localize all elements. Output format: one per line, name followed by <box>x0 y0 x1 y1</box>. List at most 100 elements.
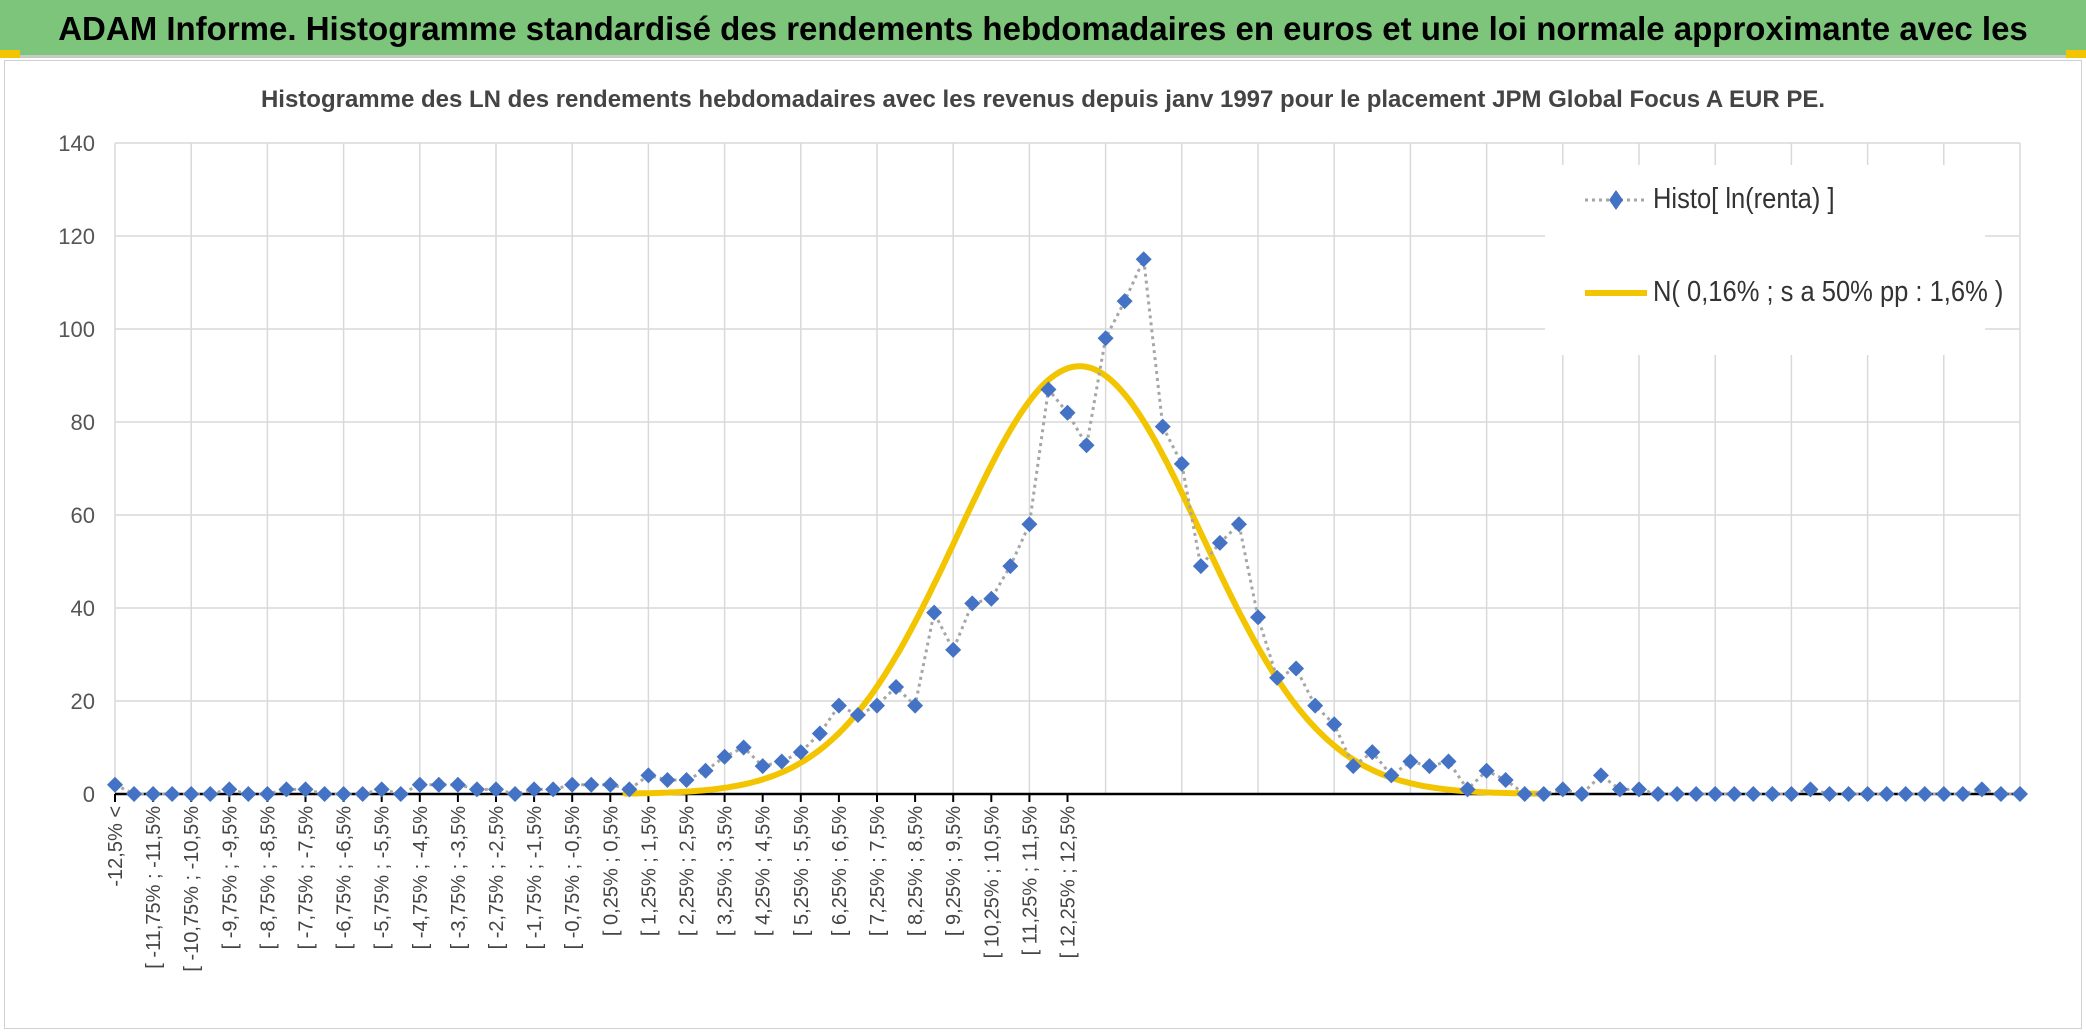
histogram-point <box>1669 786 1686 802</box>
histogram-point <box>1078 437 1095 454</box>
histogram-point <box>1402 753 1419 770</box>
x-tick-label: [ 2,25% ; 2,5% <box>677 806 699 936</box>
x-tick-label: [ -4,75% ; -4,5% <box>410 806 432 950</box>
histogram-point <box>1021 516 1038 533</box>
x-tick-label: [ -1,75% ; -1,5% <box>524 806 546 950</box>
histogram-point <box>1211 534 1228 551</box>
y-tick-label: 80 <box>71 410 95 435</box>
histogram-point <box>126 786 143 802</box>
histogram-point <box>1745 786 1762 802</box>
histogram-point <box>1897 786 1914 802</box>
histogram-point <box>278 781 295 798</box>
histogram-point <box>468 781 485 798</box>
banner-corner-left <box>0 50 20 58</box>
histogram-point <box>697 762 714 779</box>
histogram-point <box>1173 455 1190 472</box>
histogram-point <box>1611 781 1628 798</box>
histogram-point <box>792 744 809 761</box>
histogram-point <box>1497 772 1514 789</box>
x-tick-label: [ 7,25% ; 7,5% <box>867 806 889 936</box>
histogram-point <box>373 781 390 798</box>
x-tick-label: [ -5,75% ; -5,5% <box>372 806 394 950</box>
histogram-point <box>1916 786 1933 802</box>
histogram-point <box>1097 330 1114 347</box>
histogram-point <box>545 781 562 798</box>
histogram-point <box>1859 786 1876 802</box>
histogram-point <box>1707 786 1724 802</box>
histogram-point <box>1954 786 1971 802</box>
x-tick-label: [ -0,75% ; -0,5% <box>562 806 584 950</box>
y-tick-label: 100 <box>58 317 95 342</box>
histogram-point <box>1230 516 1247 533</box>
x-tick-label: [ -8,75% ; -8,5% <box>257 806 279 950</box>
histogram-point <box>1992 786 2009 802</box>
histogram-point <box>354 786 371 802</box>
histogram-point <box>869 697 885 714</box>
chart-legend: Histo[ ln(renta) ] N( 0,16% ; s a 50% pp… <box>1545 165 2003 355</box>
histogram-point <box>1535 786 1552 802</box>
histogram-point <box>1478 762 1495 779</box>
histogram-point <box>164 786 181 802</box>
x-tick-label: [ -6,75% ; -6,5% <box>334 806 356 950</box>
histogram-point <box>1573 786 1590 802</box>
histogram-point <box>849 706 866 723</box>
histogram-point <box>830 697 847 714</box>
histogram-point <box>564 776 581 793</box>
y-tick-label: 0 <box>83 782 95 807</box>
histogram-point <box>1935 786 1952 802</box>
x-tick-label: [ -7,75% ; -7,5% <box>296 806 318 950</box>
histogram-point <box>1688 786 1705 802</box>
x-tick-label: [ -10,75% ; -10,5% <box>181 806 203 972</box>
histogram-point <box>259 786 276 802</box>
histogram-point <box>507 786 524 802</box>
histogram-point <box>1135 251 1152 268</box>
histogram-point <box>1631 781 1647 798</box>
histogram-point <box>1288 660 1305 677</box>
histogram-point <box>945 641 962 658</box>
histogram-point <box>1440 753 1457 770</box>
y-tick-label: 40 <box>71 596 95 621</box>
histogram-point <box>1592 767 1609 784</box>
histogram-point <box>316 786 333 802</box>
histogram-point <box>926 604 943 621</box>
histogram-point <box>449 776 466 793</box>
histogram-point <box>1421 758 1438 775</box>
chart-title: Histogramme des LN des rendements hebdom… <box>260 86 1826 113</box>
histogram-point <box>1002 558 1019 575</box>
x-tick-label: [ 1,25% ; 1,5% <box>638 806 660 936</box>
histogram-point <box>1783 786 1800 802</box>
y-tick-label: 20 <box>71 689 95 714</box>
banner-corner-right <box>2066 50 2086 58</box>
histogram-point <box>183 786 200 802</box>
x-tick-label: [ 10,25% ; 10,5% <box>981 806 1003 959</box>
histogram-point <box>1116 293 1133 310</box>
x-tick-label: [ -2,75% ; -2,5% <box>486 806 508 950</box>
histogram-point <box>1269 669 1286 686</box>
histogram-point <box>621 781 638 798</box>
x-tick-label: -12,5% < <box>105 806 127 887</box>
histogram-point <box>1307 697 1324 714</box>
histogram-point <box>1459 781 1476 798</box>
x-tick-label: [ 0,25% ; 0,5% <box>600 806 622 936</box>
histogram-point <box>583 776 600 793</box>
histogram-point <box>716 748 733 765</box>
histogram-point <box>1554 781 1571 798</box>
x-tick-label: [ 9,25% ; 9,5% <box>943 806 965 936</box>
normal-curve-line <box>622 363 1543 797</box>
x-tick-label: [ 8,25% ; 8,5% <box>905 806 927 936</box>
x-tick-label: [ -11,75% ; -11,5% <box>143 806 165 969</box>
histogram-point <box>964 595 981 612</box>
x-tick-label: [ 11,25% ; 11,5% <box>1019 806 1041 956</box>
x-tick-label: [ -3,75% ; -3,5% <box>448 806 470 950</box>
report-banner: ADAM Informe. Histogramme standardisé de… <box>0 0 2086 105</box>
histogram-point <box>678 772 695 789</box>
histogram-point <box>640 767 657 784</box>
histogram-point <box>392 786 409 802</box>
x-tick-label: [ 12,25% ; 12,5% <box>1058 806 1080 959</box>
histogram-point <box>602 776 619 793</box>
histogram-point <box>297 781 314 798</box>
histogram-point <box>202 786 219 802</box>
histogram-point <box>1516 786 1533 802</box>
histogram-point <box>1878 786 1895 802</box>
histogram-point <box>773 753 790 770</box>
